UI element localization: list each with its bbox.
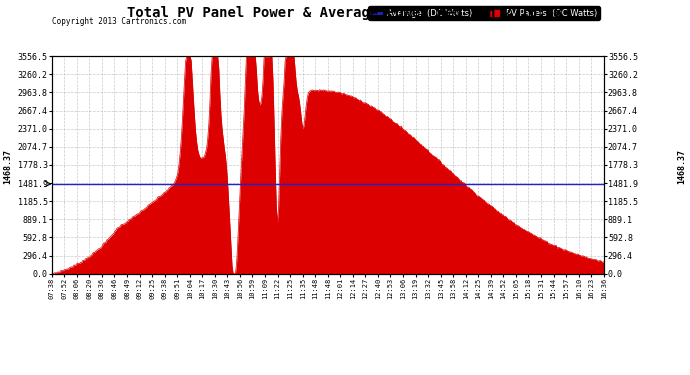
Legend: Average  (DC Watts), PV Panels  (DC Watts): Average (DC Watts), PV Panels (DC Watts) [368,6,600,20]
Text: 1468.37: 1468.37 [3,149,12,184]
Text: 1468.37: 1468.37 [678,149,687,184]
Text: Copyright 2013 Cartronics.com: Copyright 2013 Cartronics.com [52,17,186,26]
Text: Total PV Panel Power & Average Power Wed Jan 2 16:38: Total PV Panel Power & Average Power Wed… [127,6,563,20]
